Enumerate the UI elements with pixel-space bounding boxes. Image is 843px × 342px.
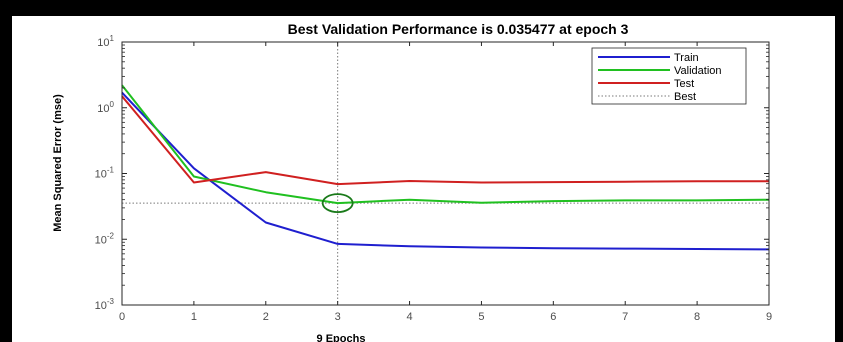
y-tick-base: 10 [97,103,109,115]
x-tick-label: 9 [766,311,772,323]
plot-panel: Best Validation Performance is 0.035477 … [12,16,835,342]
x-tick-label: 5 [478,311,484,323]
y-tick-exponent: 0 [110,100,115,109]
legend-best-label: Best [674,91,696,103]
y-tick-base: 10 [97,37,109,49]
train-line [121,91,770,251]
y-tick-label: 10-3 [95,297,115,312]
x-tick-label: 1 [191,311,197,323]
x-axis-label: 9 Epochs [317,333,366,342]
x-tick-label: 6 [550,311,556,323]
x-tick-label: 2 [263,311,269,323]
chart-title: Best Validation Performance is 0.035477 … [288,21,629,37]
y-tick-label: 100 [97,100,114,115]
x-tick-label: 4 [406,311,412,323]
best-marker [321,193,354,213]
y-tick-label: 10-1 [95,166,115,181]
reference-lines [122,42,769,305]
y-tick-base: 10 [95,300,107,312]
y-tick-label: 101 [97,34,114,49]
y-tick-exponent: 1 [110,34,115,43]
y-tick-exponent: -2 [107,231,115,240]
legend-validation-label: Validation [674,65,722,77]
y-tick-base: 10 [95,169,107,181]
y-tick-label: 10-2 [95,231,115,246]
test-line [121,95,769,186]
legend-test-label: Test [674,78,694,90]
x-tick-label: 8 [694,311,700,323]
x-tick-label: 3 [335,311,341,323]
y-tick-exponent: -1 [107,166,115,175]
legend-train-label: Train [674,52,699,64]
x-tick-label: 7 [622,311,628,323]
performance-chart: Best Validation Performance is 0.035477 … [12,16,835,342]
validation-line [121,84,770,205]
y-tick-exponent: -3 [107,297,115,306]
series-lines [121,84,770,251]
y-tick-base: 10 [95,234,107,246]
y-axis-label: Mean Squared Error (mse) [52,94,64,232]
x-tick-label: 0 [119,311,125,323]
